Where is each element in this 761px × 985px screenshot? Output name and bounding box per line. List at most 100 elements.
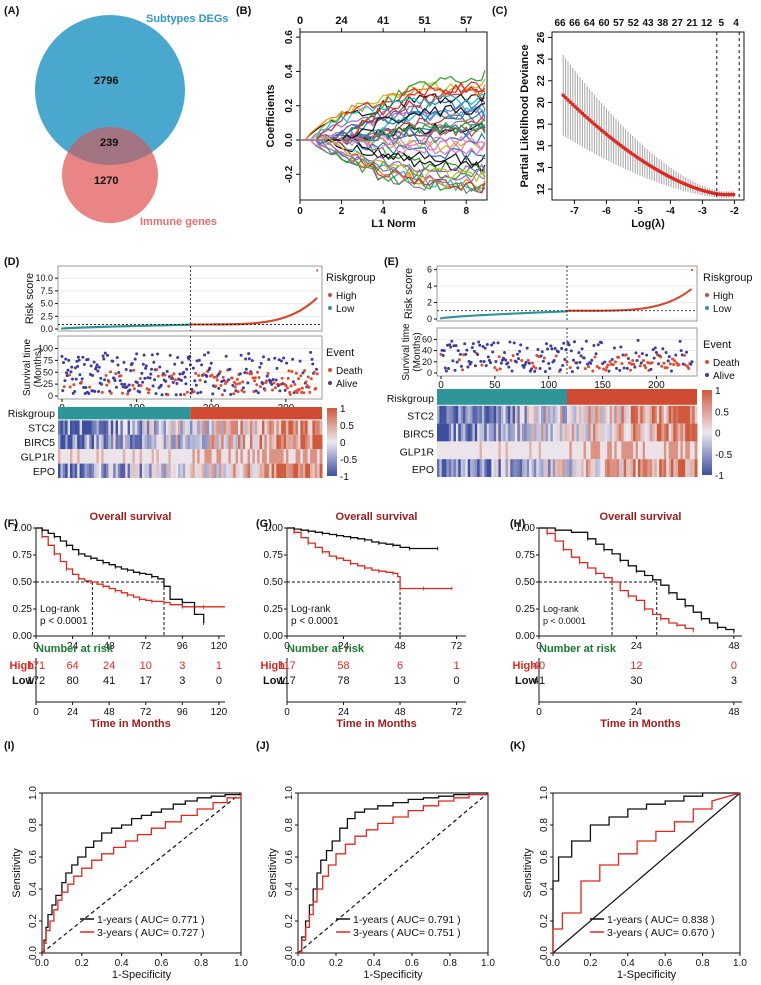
survival-point bbox=[299, 374, 303, 378]
heatmap-cell bbox=[274, 420, 277, 435]
x-tick-label: 48 bbox=[394, 641, 406, 652]
heatmap-cell bbox=[240, 449, 244, 464]
heatmap-cell bbox=[538, 423, 542, 442]
survival-point bbox=[293, 382, 297, 386]
legend-dot bbox=[328, 306, 332, 310]
heatmap-cell bbox=[593, 441, 596, 460]
heatmap-cell bbox=[312, 434, 316, 450]
heatmap-cell bbox=[221, 420, 225, 435]
heatmap-cell bbox=[185, 434, 189, 450]
heatmap-cell bbox=[247, 434, 251, 450]
heatmap-cell bbox=[451, 423, 455, 442]
table-x-tick: 48 bbox=[394, 707, 406, 718]
heatmap-cell bbox=[557, 423, 561, 442]
heatmap-cell bbox=[91, 463, 95, 478]
heatmap-cell bbox=[173, 463, 177, 478]
survival-point bbox=[255, 383, 259, 387]
survival-point bbox=[128, 388, 132, 392]
survival-point bbox=[477, 340, 481, 344]
heatmap-cell bbox=[163, 434, 167, 450]
heatmap-cell bbox=[295, 449, 299, 464]
heatmap-cell bbox=[446, 405, 450, 424]
heatmap-cell bbox=[649, 459, 653, 477]
heatmap-cell bbox=[202, 434, 205, 450]
heatmap-cell bbox=[84, 420, 88, 435]
survival-point bbox=[291, 357, 295, 361]
heatmap-cell bbox=[510, 441, 514, 460]
deviance-point bbox=[604, 132, 609, 137]
heat-scale-label: 0.5 bbox=[340, 421, 354, 432]
heatmap-cell bbox=[581, 441, 585, 460]
heatmap-cell bbox=[656, 459, 660, 477]
heatmap-cell bbox=[161, 420, 165, 435]
heatmap-cell bbox=[228, 463, 232, 478]
heatmap-cell bbox=[675, 405, 679, 424]
survival-point bbox=[604, 368, 608, 372]
survival-point bbox=[664, 351, 668, 355]
x-tick-label: -6 bbox=[602, 206, 611, 217]
heatmap-cell bbox=[182, 434, 186, 450]
survival-point bbox=[548, 366, 552, 370]
coefficient-path bbox=[300, 78, 486, 141]
heatmap-cell bbox=[120, 463, 124, 478]
heatmap-cell bbox=[640, 441, 644, 460]
heatmap-cell bbox=[283, 420, 287, 435]
survival-point bbox=[491, 350, 495, 354]
heatmap-cell bbox=[142, 449, 145, 464]
survival-point bbox=[135, 352, 139, 356]
heatmap-cell bbox=[312, 463, 316, 478]
survival-point bbox=[679, 349, 683, 353]
survival-point bbox=[457, 358, 461, 362]
survival-point bbox=[492, 341, 496, 345]
heatmap-cell bbox=[647, 423, 651, 442]
heatmap-cell bbox=[211, 463, 215, 478]
heatmap-cell bbox=[550, 405, 554, 424]
heatmap-cell bbox=[209, 463, 213, 478]
heatmap-cell bbox=[101, 463, 105, 478]
risk-y-label: Risk score bbox=[403, 268, 415, 319]
x-tick-label: 48 bbox=[104, 641, 116, 652]
survival-point bbox=[283, 388, 287, 392]
heatmap-cell bbox=[276, 420, 280, 435]
heatmap-cell bbox=[578, 423, 582, 442]
heatmap-cell bbox=[645, 405, 648, 424]
survival-point bbox=[540, 350, 544, 354]
heatmap-cell bbox=[110, 463, 114, 478]
heatmap-cell bbox=[481, 441, 485, 460]
y-tick-label: 0.25 bbox=[264, 604, 284, 615]
heatmap-cell bbox=[125, 434, 129, 450]
heatmap-cell bbox=[84, 434, 88, 450]
heatmap-cell bbox=[682, 405, 686, 424]
heatmap-cell bbox=[611, 405, 615, 424]
heatmap-cell bbox=[108, 463, 112, 478]
heatmap-cell bbox=[585, 423, 589, 442]
heatmap-cell bbox=[680, 423, 684, 442]
heatmap-cell bbox=[218, 463, 222, 478]
survival-point bbox=[485, 343, 489, 347]
deviance-point bbox=[592, 122, 597, 126]
heatmap-cell bbox=[441, 441, 445, 460]
survival-point bbox=[195, 359, 199, 363]
heatmap-cell bbox=[60, 434, 64, 450]
table-x-tick: 0 bbox=[536, 707, 542, 718]
survival-point bbox=[601, 362, 605, 366]
y-tick-label: 16 bbox=[536, 140, 547, 152]
heatmap-cell bbox=[154, 449, 157, 464]
heatmap-cell bbox=[130, 463, 133, 478]
heatmap-cell bbox=[541, 405, 544, 424]
legend-dot bbox=[705, 293, 709, 297]
heatmap-cell bbox=[453, 423, 457, 442]
survival-point bbox=[176, 355, 180, 359]
heatmap-cell bbox=[101, 434, 105, 450]
heatmap-cell bbox=[621, 459, 625, 477]
survival-point bbox=[145, 387, 149, 391]
heatmap-cell bbox=[448, 405, 452, 424]
heatmap-cell bbox=[602, 405, 606, 424]
survival-point bbox=[674, 353, 678, 357]
survival-point bbox=[104, 373, 108, 377]
riskgroup-bar-high bbox=[190, 407, 322, 420]
heatmap-cell bbox=[659, 405, 663, 424]
survival-point bbox=[180, 361, 184, 365]
heatmap-cell bbox=[637, 459, 641, 477]
